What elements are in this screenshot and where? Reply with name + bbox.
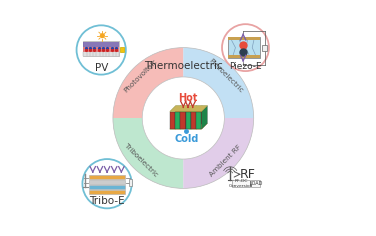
Polygon shape xyxy=(170,112,175,129)
Text: Ambient RF: Ambient RF xyxy=(209,143,243,177)
Text: Piezo-E: Piezo-E xyxy=(229,62,262,71)
Polygon shape xyxy=(196,106,202,129)
Polygon shape xyxy=(202,106,207,129)
Polygon shape xyxy=(170,123,207,129)
Circle shape xyxy=(77,25,126,75)
FancyBboxPatch shape xyxy=(83,42,119,47)
FancyBboxPatch shape xyxy=(129,178,132,185)
Text: PV: PV xyxy=(94,63,108,73)
Text: RF: RF xyxy=(240,168,256,181)
Polygon shape xyxy=(180,112,186,129)
Circle shape xyxy=(222,24,269,71)
FancyBboxPatch shape xyxy=(120,47,124,52)
FancyBboxPatch shape xyxy=(251,180,261,187)
Polygon shape xyxy=(175,106,181,129)
FancyBboxPatch shape xyxy=(83,41,119,56)
Wedge shape xyxy=(183,48,254,118)
FancyBboxPatch shape xyxy=(89,185,125,189)
FancyBboxPatch shape xyxy=(89,180,125,184)
Text: Cold: Cold xyxy=(174,134,199,144)
Polygon shape xyxy=(170,106,207,112)
Polygon shape xyxy=(175,112,180,129)
FancyBboxPatch shape xyxy=(229,55,260,58)
Circle shape xyxy=(82,159,132,208)
Text: LOAD: LOAD xyxy=(249,181,262,186)
Polygon shape xyxy=(186,112,191,129)
Wedge shape xyxy=(113,48,183,118)
FancyBboxPatch shape xyxy=(89,190,125,194)
Polygon shape xyxy=(186,106,191,129)
FancyBboxPatch shape xyxy=(232,180,250,187)
Circle shape xyxy=(142,77,224,159)
Circle shape xyxy=(100,33,105,38)
Text: Hot: Hot xyxy=(178,93,198,103)
FancyBboxPatch shape xyxy=(229,37,260,40)
FancyBboxPatch shape xyxy=(229,37,260,58)
FancyBboxPatch shape xyxy=(83,47,119,51)
FancyBboxPatch shape xyxy=(89,175,125,179)
Text: Thermoelectric: Thermoelectric xyxy=(144,61,223,71)
Text: Piezoelectric: Piezoelectric xyxy=(207,57,244,94)
Polygon shape xyxy=(191,106,197,129)
Text: Photovoltaic: Photovoltaic xyxy=(123,58,159,93)
Wedge shape xyxy=(183,118,254,188)
FancyBboxPatch shape xyxy=(262,45,267,51)
Text: Tribo-E: Tribo-E xyxy=(89,196,125,206)
FancyBboxPatch shape xyxy=(83,52,119,56)
Wedge shape xyxy=(113,118,183,188)
Polygon shape xyxy=(196,112,202,129)
Polygon shape xyxy=(180,106,186,129)
Polygon shape xyxy=(191,112,196,129)
Text: Triboelectric: Triboelectric xyxy=(123,143,159,178)
Text: RF-DC
Conversion: RF-DC Conversion xyxy=(229,179,253,188)
